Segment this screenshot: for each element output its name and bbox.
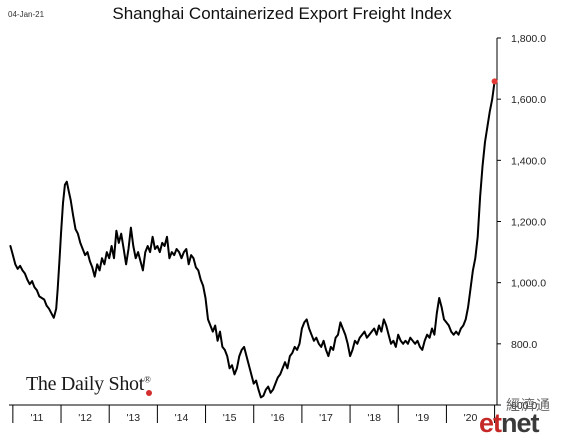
y-tick-label: 1,600.0: [511, 94, 546, 106]
x-tick-label: '12: [78, 412, 92, 424]
x-tick-label: '13: [126, 412, 140, 424]
marker-layer: [491, 78, 498, 85]
x-tick-label: '14: [175, 412, 189, 424]
y-tick-label: 800.0: [511, 339, 537, 351]
y-tick-label: 1,000.0: [511, 278, 546, 290]
chart-title: Shanghai Containerized Export Freight In…: [112, 4, 452, 23]
daily-shot-logo: The Daily Shot®: [26, 373, 151, 396]
x-tick-label: '20: [464, 412, 478, 424]
axes: [9, 37, 501, 423]
series-layer: [9, 80, 496, 399]
watermark-chinese: 經濟通: [506, 398, 551, 414]
x-tick-label: '11: [30, 412, 43, 424]
x-tick-label: '19: [415, 412, 429, 424]
watermark-etnet-logo: etnet: [479, 408, 540, 439]
y-tick-label: 1,800.0: [511, 33, 546, 45]
tick-labels: 600.0 800.0 1,000.0 1,200.0 1,400.0 1,600.0 1,…: [30, 33, 546, 424]
date-stamp: 04-Jan-21: [8, 10, 45, 19]
y-tick-label: 1,200.0: [511, 217, 546, 229]
brand-dot-icon: [146, 390, 152, 396]
watermark-net: net: [501, 408, 539, 438]
x-tick-label: '17: [319, 412, 333, 424]
y-tick-label: 600.0: [511, 400, 537, 412]
last-point-marker: [491, 78, 498, 85]
series-line-0: [9, 80, 496, 399]
x-tick-label: '18: [367, 412, 381, 424]
y-tick-label: 1,400.0: [511, 155, 546, 167]
x-tick-label: '16: [271, 412, 285, 424]
brand-registered-mark: ®: [144, 374, 151, 385]
brand-name: The Daily Shot: [26, 373, 145, 395]
x-tick-label: '15: [223, 412, 237, 424]
watermark-et: et: [479, 408, 502, 438]
